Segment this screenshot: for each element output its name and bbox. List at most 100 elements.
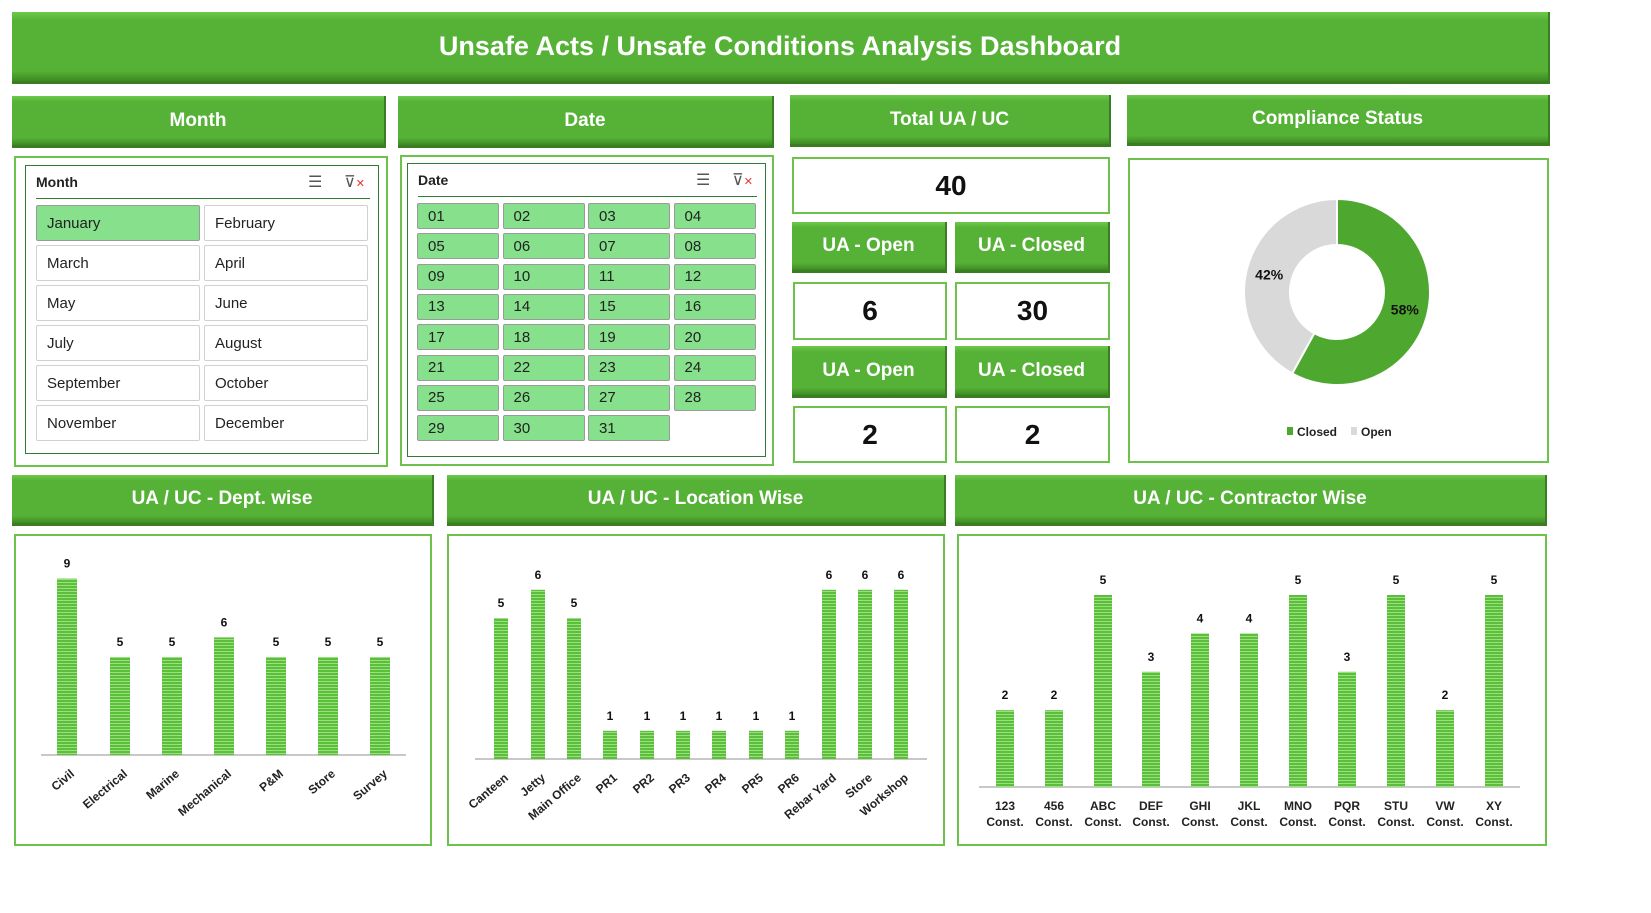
date-item[interactable]: 16 [673, 293, 756, 320]
clear-filter-icon[interactable]: ⊽✕ [344, 174, 365, 191]
ua-open-value-2: 2 [793, 406, 947, 463]
date-item[interactable]: 02 [502, 203, 585, 229]
donut-slice-closed [1290, 197, 1431, 386]
date-item[interactable]: 25 [417, 384, 499, 411]
ua-closed-value: 30 [955, 282, 1110, 340]
bar [1485, 595, 1503, 787]
data-label: 5 [1100, 573, 1107, 587]
bar [214, 637, 234, 755]
month-item[interactable]: September [36, 365, 200, 401]
date-item[interactable]: 09 [417, 263, 499, 290]
divider [36, 198, 370, 199]
category-label: ABC Const. [1084, 799, 1121, 829]
data-label: 6 [535, 568, 542, 582]
category-label: Survey [350, 766, 390, 803]
date-item[interactable]: 22 [502, 354, 585, 381]
category-label: XY Const. [1475, 799, 1512, 829]
date-item[interactable]: 18 [502, 324, 585, 351]
category-label: VW Const. [1426, 799, 1463, 829]
date-item[interactable]: 08 [673, 233, 756, 260]
bar [1045, 710, 1063, 787]
bar [1191, 633, 1209, 787]
date-item[interactable]: 12 [673, 263, 756, 290]
data-label: 6 [862, 568, 869, 582]
date-item[interactable]: 24 [673, 354, 756, 381]
date-item[interactable]: 06 [502, 233, 585, 260]
bar [1387, 595, 1405, 787]
data-label: 5 [117, 635, 124, 649]
date-item[interactable]: 03 [588, 203, 670, 229]
month-item[interactable]: July [36, 325, 200, 361]
data-label: 5 [1393, 573, 1400, 587]
date-item[interactable]: 27 [588, 384, 670, 411]
bar [494, 618, 508, 759]
data-label: 5 [377, 635, 384, 649]
bar [640, 730, 654, 759]
category-label: PQR Const. [1328, 799, 1365, 829]
date-item[interactable]: 14 [502, 293, 585, 320]
data-label: 3 [1344, 650, 1351, 664]
month-item[interactable]: May [36, 285, 200, 321]
date-item[interactable]: 19 [588, 324, 670, 351]
date-item[interactable]: 26 [502, 384, 585, 411]
month-item[interactable]: January [36, 205, 200, 241]
bar [894, 589, 908, 759]
category-label: Marine [143, 766, 182, 802]
dept-header: UA / UC - Dept. wise [12, 475, 434, 526]
data-label: 6 [826, 568, 833, 582]
date-item[interactable]: 17 [417, 324, 499, 351]
category-label: DEF Const. [1132, 799, 1169, 829]
month-item[interactable]: April [204, 245, 368, 281]
date-item[interactable]: 01 [417, 203, 499, 229]
data-label: 5 [1491, 573, 1498, 587]
bar [1142, 671, 1160, 787]
data-label: 1 [680, 709, 687, 723]
data-label: 5 [498, 596, 505, 610]
data-label: 9 [64, 557, 71, 571]
month-item[interactable]: November [36, 405, 200, 441]
bar [531, 589, 545, 759]
bar [749, 730, 763, 759]
clear-filter-icon[interactable]: ⊽✕ [732, 172, 753, 189]
category-label: 456 Const. [1035, 799, 1072, 829]
date-item[interactable]: 15 [588, 293, 670, 320]
date-item[interactable]: 04 [673, 203, 756, 229]
bar [858, 589, 872, 759]
month-item[interactable]: June [204, 285, 368, 321]
date-item[interactable]: 07 [588, 233, 670, 260]
month-item[interactable]: August [204, 325, 368, 361]
month-item[interactable]: March [36, 245, 200, 281]
date-slicer: Date ☰ ⊽✕ 01 02 03 04 05 06 07 08 09 10 11 12 13 14 15… [407, 163, 766, 457]
data-label: 6 [221, 615, 228, 629]
month-item[interactable]: February [204, 205, 368, 241]
date-item[interactable]: 29 [417, 415, 499, 442]
month-item[interactable]: December [204, 405, 368, 441]
date-item[interactable]: 11 [588, 263, 670, 290]
date-item[interactable]: 23 [588, 354, 670, 381]
data-label: 1 [753, 709, 760, 723]
date-item[interactable]: 28 [673, 384, 756, 411]
date-item[interactable]: 31 [588, 415, 670, 442]
ua-open-value: 6 [793, 282, 947, 340]
category-label: PR1 [593, 770, 620, 796]
multi-select-icon[interactable]: ☰ [696, 172, 711, 189]
slice-label: 42% [1255, 267, 1284, 283]
date-item[interactable]: 13 [417, 293, 499, 320]
bar [996, 710, 1014, 787]
category-label: 123 Const. [986, 799, 1023, 829]
date-item[interactable]: 05 [417, 233, 499, 260]
date-item[interactable]: 30 [502, 415, 585, 442]
month-slicer: Month ☰ ⊽✕ January February March April May J… [25, 165, 379, 454]
month-item[interactable]: October [204, 365, 368, 401]
date-item[interactable]: 20 [673, 324, 756, 351]
data-label: 5 [1295, 573, 1302, 587]
bar [1289, 595, 1307, 787]
bar [162, 657, 182, 755]
date-item[interactable]: 10 [502, 263, 585, 290]
data-label: 3 [1148, 650, 1155, 664]
multi-select-icon[interactable]: ☰ [308, 174, 323, 191]
donut-slice-open [1243, 197, 1338, 375]
ua-open-header-2: UA - Open [792, 346, 947, 398]
date-item[interactable]: 21 [417, 354, 499, 381]
